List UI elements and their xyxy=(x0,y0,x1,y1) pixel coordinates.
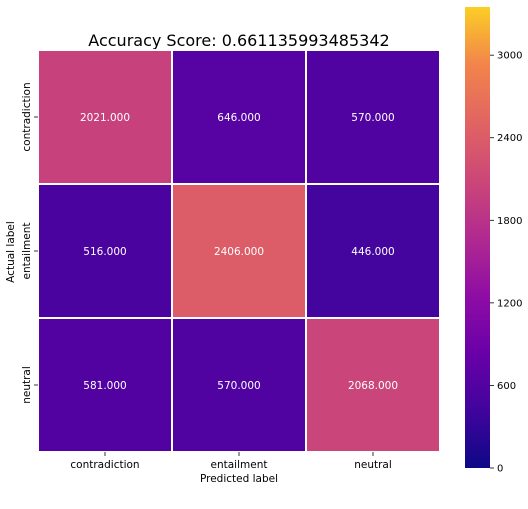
colorbar-tick-label: 3000 xyxy=(497,51,522,62)
cell-value-label: 570.000 xyxy=(351,112,394,124)
y-axis-label: Actual label xyxy=(5,221,17,283)
colorbar-tick-label: 1800 xyxy=(497,216,522,227)
x-axis-label: Predicted label xyxy=(200,473,278,485)
colorbar-tick-label: 600 xyxy=(497,381,516,392)
heatmap-cell xyxy=(305,49,441,185)
x-tick-label: entailment xyxy=(211,459,268,471)
heatmap-cell xyxy=(37,183,173,319)
x-tick-label: neutral xyxy=(354,459,392,471)
colorbar-tick-label: 1200 xyxy=(497,298,522,309)
y-tick-label: neutral xyxy=(21,366,33,404)
cell-value-label: 646.000 xyxy=(217,112,260,124)
cell-value-label: 2068.000 xyxy=(348,380,398,392)
cell-value-label: 2021.000 xyxy=(80,112,130,124)
x-tick-label: contradiction xyxy=(70,459,139,471)
heatmap-cell xyxy=(305,183,441,319)
y-tick-label: contradiction xyxy=(21,82,33,151)
y-tick-labels: contradiction entailment neutral xyxy=(21,82,38,404)
colorbar-ticks: 0 600 1200 1800 2400 3000 xyxy=(490,51,522,475)
colorbar xyxy=(465,7,490,468)
heatmap-cells: 2021.000 646.000 570.000 516.000 2406.000 446… xyxy=(37,49,441,453)
heatmap-cell xyxy=(171,317,307,453)
heatmap-cell xyxy=(171,49,307,185)
cell-value-label: 581.000 xyxy=(83,380,126,392)
cell-value-label: 446.000 xyxy=(351,246,394,258)
colorbar-tick-label: 2400 xyxy=(497,133,522,144)
chart-title: Accuracy Score: 0.661135993485342 xyxy=(88,31,389,50)
x-tick-labels: contradiction entailment neutral xyxy=(70,452,392,471)
y-tick-label: entailment xyxy=(21,223,33,280)
cell-value-label: 2406.000 xyxy=(214,246,264,258)
cell-value-label: 570.000 xyxy=(217,380,260,392)
cell-value-label: 516.000 xyxy=(83,246,126,258)
colorbar-tick-label: 0 xyxy=(497,464,503,475)
heatmap-cell xyxy=(37,49,173,185)
